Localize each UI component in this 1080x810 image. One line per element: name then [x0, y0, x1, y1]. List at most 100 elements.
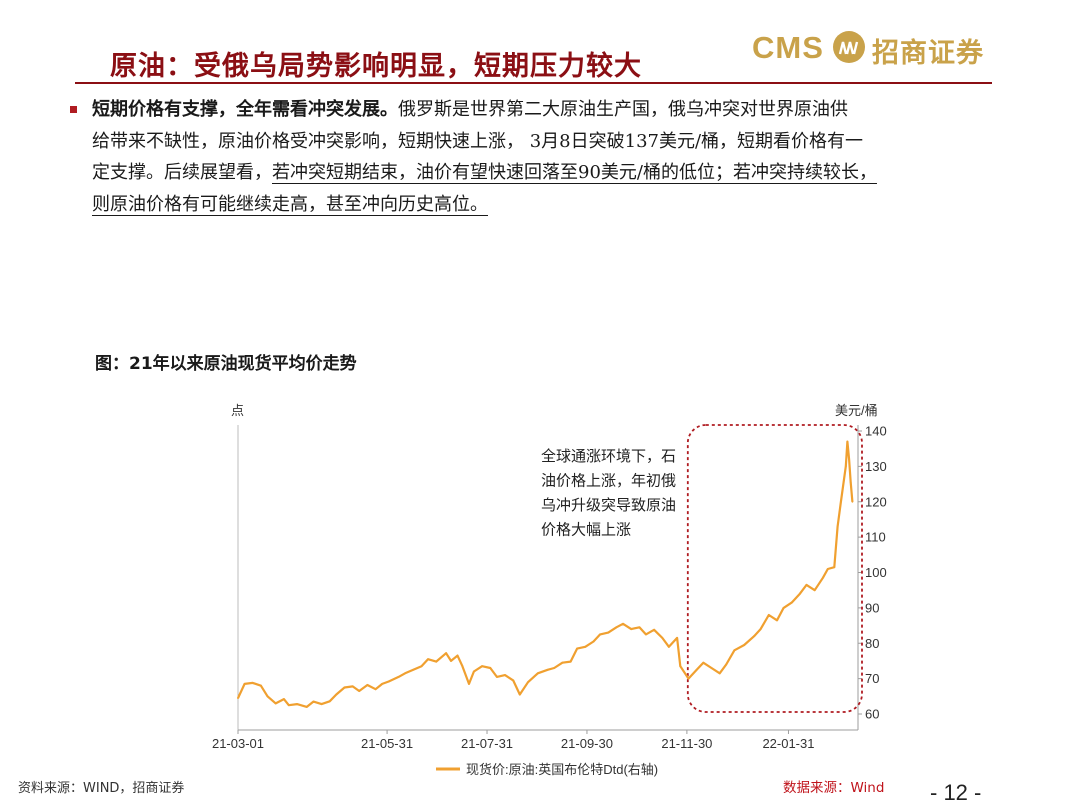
data-point [759, 628, 762, 630]
data-point [584, 645, 587, 648]
bullet-text-3: 定支撑。后续展望看， [92, 162, 272, 183]
data-point [366, 684, 369, 686]
data-point [536, 672, 539, 675]
figure-caption: 图：21年以来原油现货平均价走势 [95, 354, 357, 374]
logo-cn-text: 招商证券 [872, 38, 984, 69]
data-point [687, 677, 690, 680]
data-point [569, 660, 572, 663]
cms-logo: CMS 招商证券 [752, 28, 992, 70]
annotation-line: 乌冲升级突导致原油 [541, 496, 676, 514]
x-tick-label: 21-05-31 [361, 736, 413, 751]
data-point [846, 440, 849, 443]
data-point [427, 658, 429, 661]
logo-mark-icon [833, 31, 865, 63]
source-note: 资料来源：WIND，招商证券 [18, 781, 185, 796]
data-point [668, 645, 670, 648]
data-point [844, 465, 847, 468]
data-point [836, 525, 839, 528]
data-point [615, 626, 618, 629]
data-point [767, 614, 770, 616]
data-point [296, 703, 298, 705]
data-point [237, 697, 239, 699]
data-point [561, 661, 564, 664]
data-point [266, 695, 269, 698]
data-point [312, 700, 315, 703]
data-point [404, 672, 406, 675]
data-point [381, 683, 384, 685]
y-tick-label: 100 [865, 565, 887, 580]
data-point [504, 674, 506, 676]
y-tick-label: 130 [865, 459, 887, 474]
data-point [733, 649, 736, 652]
data-point [753, 635, 755, 638]
data-point [374, 688, 377, 691]
data-point [645, 633, 647, 636]
data-point [397, 676, 400, 678]
y-tick-label: 80 [865, 636, 879, 651]
bullet-marker [70, 106, 77, 113]
data-point [805, 584, 808, 586]
y-tick-label: 120 [865, 494, 887, 509]
data-point [743, 644, 746, 646]
data-point [420, 665, 423, 668]
data-point [481, 665, 483, 668]
data-point [790, 601, 793, 604]
data-point [840, 500, 842, 503]
data-point [305, 706, 308, 708]
data-point [450, 660, 452, 662]
right-axis-label: 美元/桶 [835, 403, 878, 418]
data-point [546, 668, 549, 671]
data-point [776, 619, 778, 622]
data-point [527, 681, 529, 684]
x-axis-ticks: 21-03-01 21-05-31 21-07-31 21-09-30 21-11-30… [212, 730, 814, 751]
data-point [320, 703, 323, 705]
data-point [274, 702, 277, 705]
data-point [351, 685, 354, 688]
data-point [630, 628, 633, 630]
data-point [496, 676, 498, 678]
page-title: 原油：受俄乌局势影响明显，短期压力较大 [110, 51, 642, 82]
data-point [412, 668, 415, 671]
data-point [489, 667, 492, 669]
data-point [335, 693, 338, 696]
series-points [237, 440, 854, 708]
data-point [822, 576, 824, 579]
data-point [343, 686, 346, 689]
data-point [622, 622, 624, 625]
title-divider [75, 82, 992, 84]
data-point [725, 663, 728, 666]
data-point [826, 568, 829, 570]
data-point [518, 693, 521, 696]
bullet-text-2: 给带来不缺性，原油价格受冲突影响，短期快速上涨， 3月8日突破137美元/桶，短… [92, 130, 864, 152]
data-point [473, 670, 475, 673]
x-tick-label: 21-11-30 [661, 736, 712, 751]
data-point [679, 665, 682, 668]
data-point [251, 682, 254, 684]
data-point [328, 700, 331, 703]
data-point [607, 631, 610, 634]
y-tick-label: 70 [865, 671, 879, 686]
data-point [718, 672, 721, 675]
data-point [710, 667, 713, 669]
data-point [576, 647, 578, 650]
annotation-line: 油价格上涨，年初俄 [541, 472, 676, 490]
data-point [638, 626, 641, 629]
data-source-note: 数据来源：Wind [783, 780, 885, 796]
bullet-paragraph: 短期价格有支撑，全年需看冲突发展。俄罗斯是世界第二大原油生产国，俄乌冲突对世界原… [92, 94, 1022, 220]
data-point [676, 637, 678, 639]
data-point [260, 684, 262, 687]
logo-cms-text: CMS [752, 30, 824, 65]
data-point [813, 589, 816, 592]
y-tick-label: 110 [865, 530, 886, 545]
data-point [243, 683, 246, 685]
data-point [833, 566, 836, 569]
data-point [456, 654, 459, 657]
data-point [702, 661, 705, 664]
data-point [799, 592, 801, 595]
x-tick-label: 21-09-30 [561, 736, 613, 751]
data-point [435, 660, 438, 663]
bullet-underlined-2: 则原油价格有可能继续走高，甚至冲向历史高位。 [92, 193, 488, 215]
data-point [461, 665, 464, 668]
